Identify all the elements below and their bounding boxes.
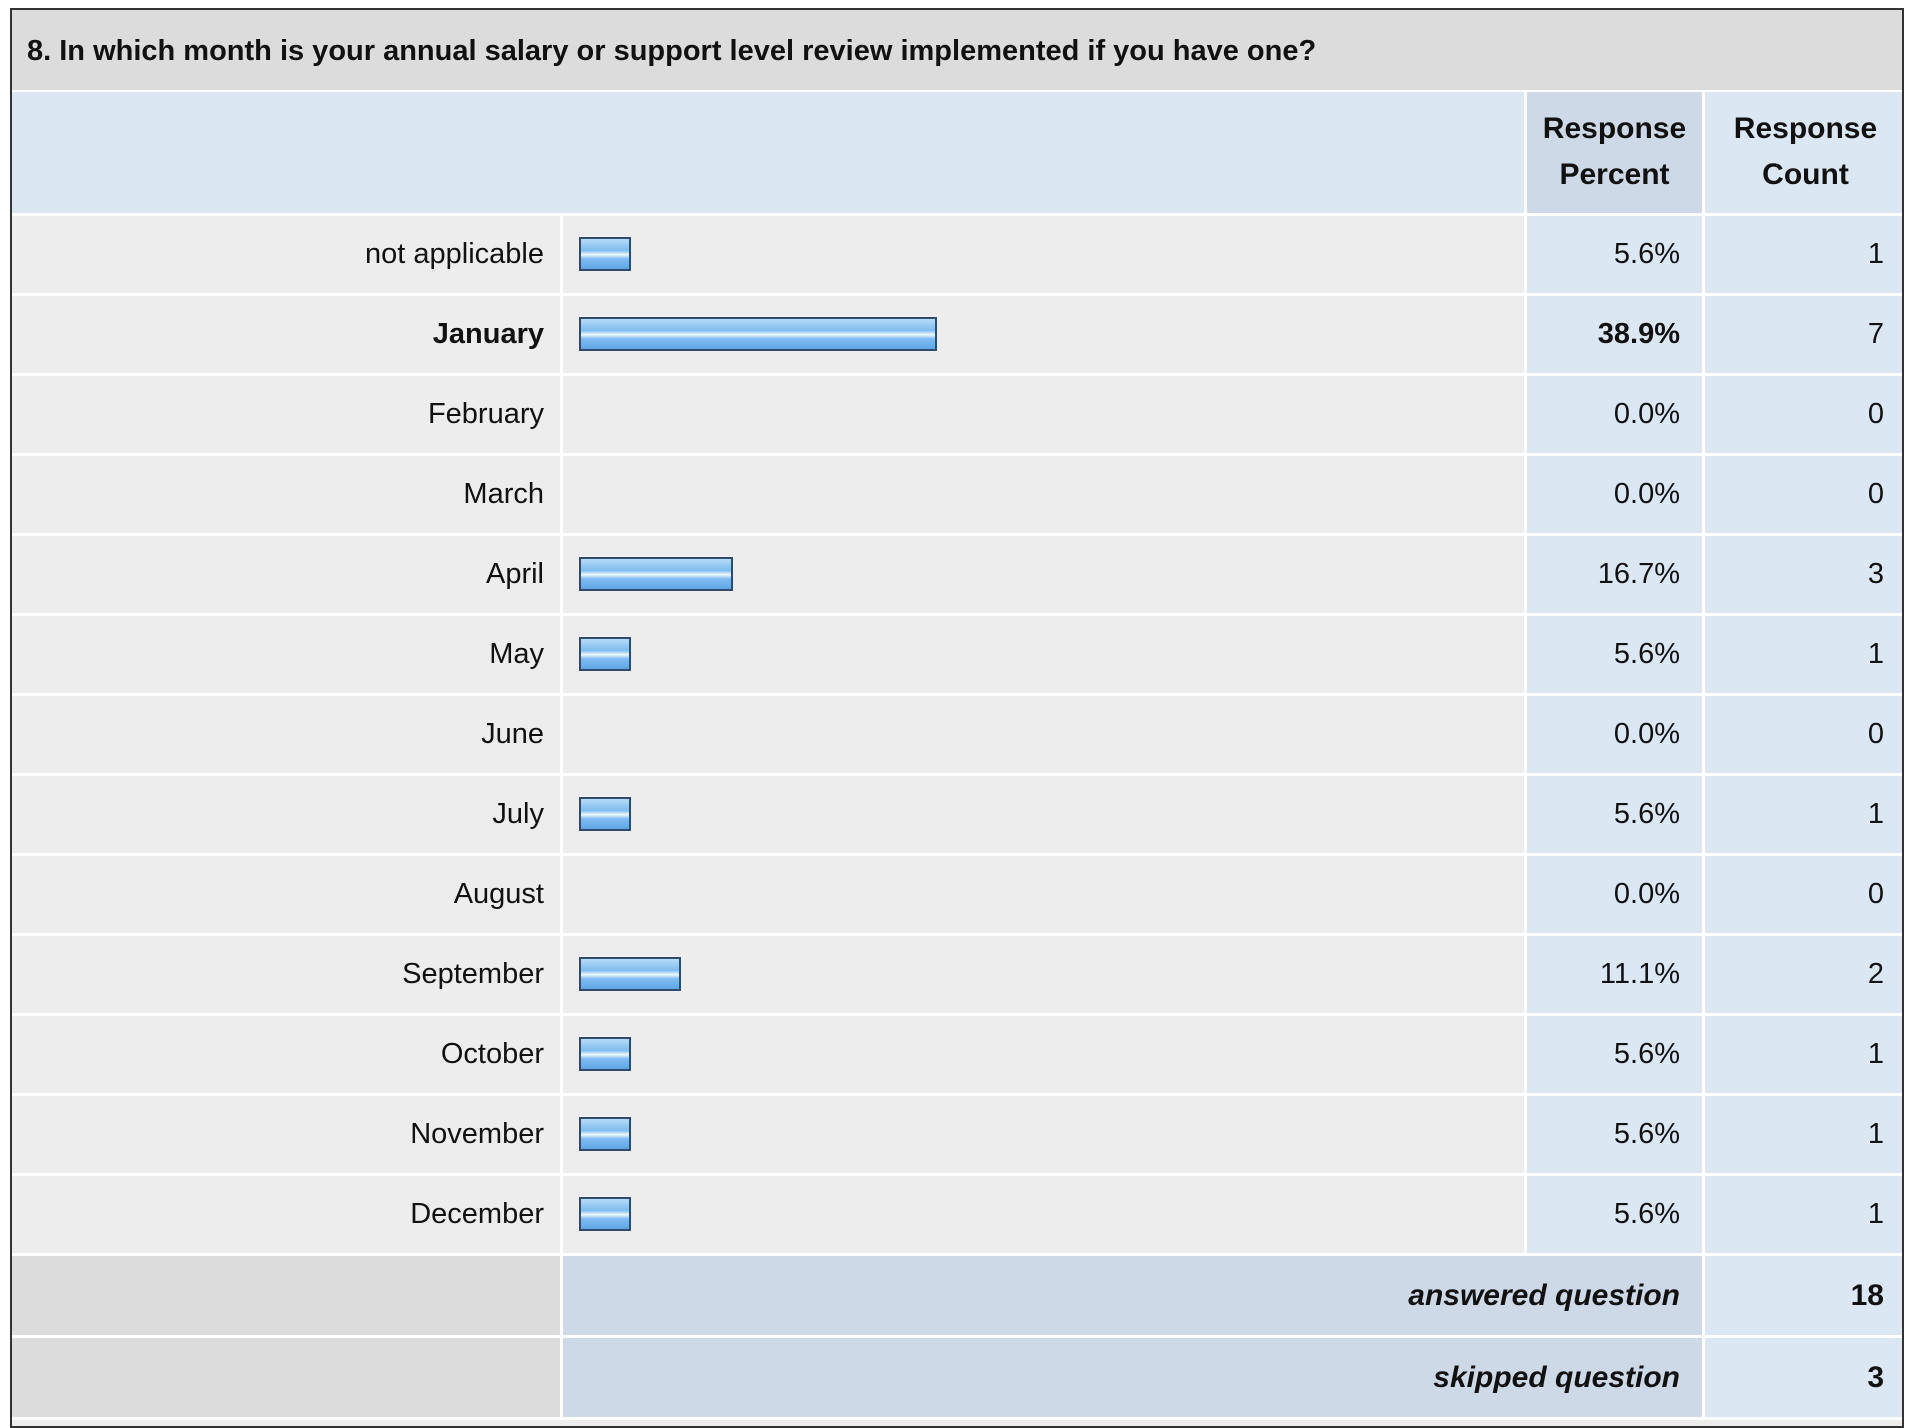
- answer-row: not applicable 5.6% 1: [12, 216, 1902, 296]
- answer-label: June: [12, 696, 560, 773]
- answer-row: August 0.0% 0: [12, 856, 1902, 936]
- response-percent: 5.6%: [1524, 216, 1702, 293]
- answer-label: December: [12, 1176, 560, 1253]
- response-percent: 5.6%: [1524, 616, 1702, 693]
- answer-row: June 0.0% 0: [12, 696, 1902, 776]
- response-bar: [579, 237, 631, 271]
- answer-row: March 0.0% 0: [12, 456, 1902, 536]
- response-percent-header: Response Percent: [1524, 92, 1702, 213]
- response-bar: [579, 1117, 631, 1151]
- response-percent: 0.0%: [1524, 376, 1702, 453]
- answer-label: March: [12, 456, 560, 533]
- response-count: 0: [1702, 456, 1902, 533]
- answer-row: February 0.0% 0: [12, 376, 1902, 456]
- answer-label: September: [12, 936, 560, 1013]
- answer-label: November: [12, 1096, 560, 1173]
- response-percent: 0.0%: [1524, 856, 1702, 933]
- response-count: 0: [1702, 856, 1902, 933]
- response-count: 1: [1702, 776, 1902, 853]
- response-bar: [579, 957, 681, 991]
- bar-track: [560, 856, 1524, 933]
- response-count: 2: [1702, 936, 1902, 1013]
- bar-track: [560, 216, 1524, 293]
- response-count: 3: [1702, 536, 1902, 613]
- answer-row: May 5.6% 1: [12, 616, 1902, 696]
- bar-track: [560, 536, 1524, 613]
- response-percent: 16.7%: [1524, 536, 1702, 613]
- answer-label: not applicable: [12, 216, 560, 293]
- skipped-question-row: skipped question 3: [12, 1338, 1902, 1420]
- response-count: 1: [1702, 216, 1902, 293]
- response-count: 7: [1702, 296, 1902, 373]
- answered-question-label: answered question: [560, 1256, 1702, 1335]
- response-percent: 5.6%: [1524, 1176, 1702, 1253]
- answer-label: May: [12, 616, 560, 693]
- skipped-question-label: skipped question: [560, 1338, 1702, 1417]
- response-bar: [579, 1037, 631, 1071]
- response-percent: 5.6%: [1524, 1016, 1702, 1093]
- response-count: 1: [1702, 1176, 1902, 1253]
- response-bar: [579, 317, 937, 351]
- skipped-question-value: 3: [1702, 1338, 1902, 1417]
- response-percent: 0.0%: [1524, 456, 1702, 533]
- response-percent: 11.1%: [1524, 936, 1702, 1013]
- question-title: 8. In which month is your annual salary …: [12, 10, 1902, 92]
- answer-row: September 11.1% 2: [12, 936, 1902, 1016]
- response-bar: [579, 1197, 631, 1231]
- response-count-header: Response Count: [1702, 92, 1902, 213]
- answer-label: January: [12, 296, 560, 373]
- answer-label: October: [12, 1016, 560, 1093]
- answered-question-value: 18: [1702, 1256, 1902, 1335]
- answer-label: August: [12, 856, 560, 933]
- response-count: 1: [1702, 616, 1902, 693]
- response-percent: 38.9%: [1524, 296, 1702, 373]
- response-percent: 5.6%: [1524, 1096, 1702, 1173]
- answer-label: April: [12, 536, 560, 613]
- response-count-header-line2: Count: [1762, 158, 1849, 191]
- bar-track: [560, 1016, 1524, 1093]
- bar-track: [560, 296, 1524, 373]
- response-percent: 5.6%: [1524, 776, 1702, 853]
- answer-row: December 5.6% 1: [12, 1176, 1902, 1256]
- bar-track: [560, 936, 1524, 1013]
- response-bar: [579, 557, 733, 591]
- answer-row: April 16.7% 3: [12, 536, 1902, 616]
- response-bar: [579, 637, 631, 671]
- bar-track: [560, 1096, 1524, 1173]
- bar-track: [560, 1176, 1524, 1253]
- bar-track: [560, 616, 1524, 693]
- response-count-header-line1: Response: [1733, 112, 1878, 145]
- response-percent-header-line2: Percent: [1559, 158, 1670, 191]
- answer-label: July: [12, 776, 560, 853]
- response-percent: 0.0%: [1524, 696, 1702, 773]
- bar-track: [560, 376, 1524, 453]
- answer-row: January 38.9% 7: [12, 296, 1902, 376]
- survey-question-table: 8. In which month is your annual salary …: [10, 8, 1904, 1428]
- table-header: Response Percent Response Count: [12, 92, 1902, 216]
- response-percent-header-line1: Response: [1542, 112, 1687, 145]
- response-count: 0: [1702, 376, 1902, 453]
- answer-row: July 5.6% 1: [12, 776, 1902, 856]
- bar-track: [560, 776, 1524, 853]
- response-count: 0: [1702, 696, 1902, 773]
- bar-track: [560, 456, 1524, 533]
- bar-track: [560, 696, 1524, 773]
- response-count: 1: [1702, 1016, 1902, 1093]
- response-bar: [579, 797, 631, 831]
- response-count: 1: [1702, 1096, 1902, 1173]
- answered-question-row: answered question 18: [12, 1256, 1902, 1338]
- answer-row: October 5.6% 1: [12, 1016, 1902, 1096]
- answer-row: November 5.6% 1: [12, 1096, 1902, 1176]
- answer-label: February: [12, 376, 560, 453]
